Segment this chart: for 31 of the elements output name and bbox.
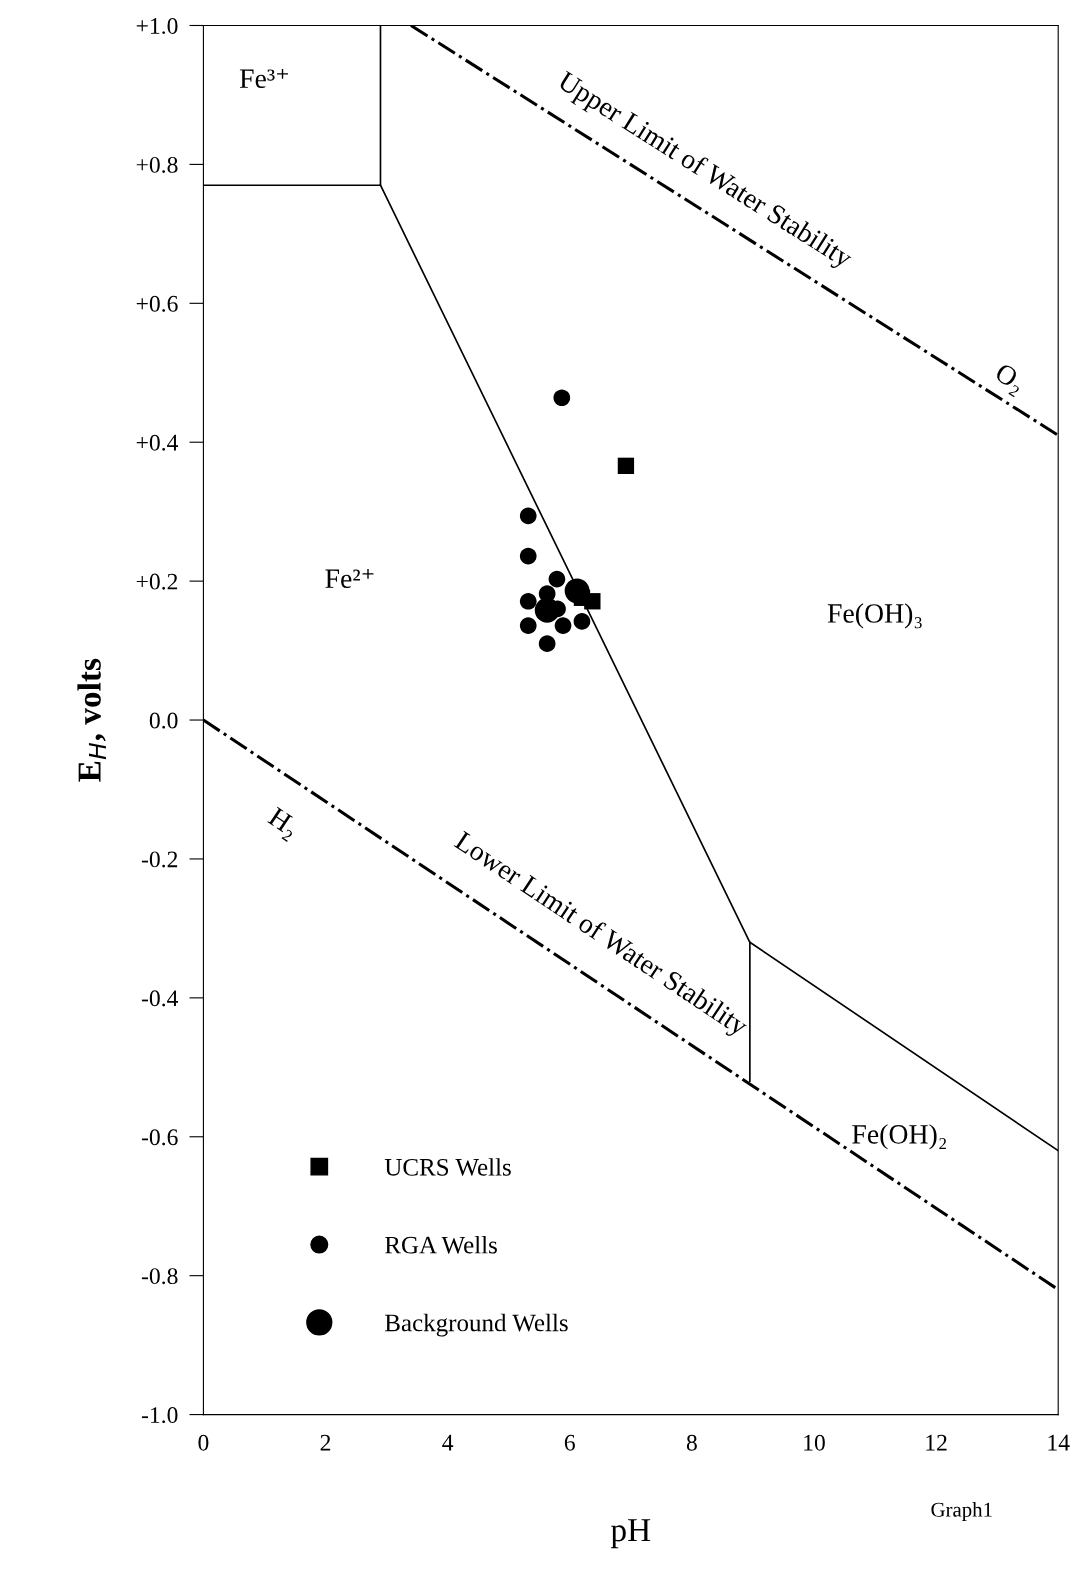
caption: Graph1 <box>931 1502 992 1521</box>
y-axis-title: E$_{H}$, volts <box>77 658 106 782</box>
y-tick-label: -0.2 <box>141 851 178 868</box>
y-tick-label: +1.0 <box>136 17 178 35</box>
legend-label: RGA Wells <box>385 1235 497 1254</box>
y-tick-label: 0.0 <box>149 712 178 729</box>
x-axis-title: pH <box>610 1519 651 1549</box>
annotation: O₂ <box>991 362 1027 398</box>
y-tick-label: +0.4 <box>136 434 179 451</box>
y-tick-label: +0.6 <box>136 295 178 312</box>
x-tick-label: 0 <box>198 1434 209 1451</box>
y-tick-label: +0.8 <box>136 156 178 173</box>
annotation: Fe³⁺ <box>239 68 288 88</box>
x-tick-label: 4 <box>442 1434 454 1451</box>
legend-label: UCRS Wells <box>384 1158 511 1176</box>
legend-label: Background Wells <box>385 1313 568 1337</box>
x-tick-label: 14 <box>1048 1434 1070 1451</box>
annotation: H₂ <box>264 806 301 842</box>
y-tick-label: -0.4 <box>141 990 179 1007</box>
y-tick-label: -0.8 <box>141 1268 178 1285</box>
annotation: Fe(OH)₂ <box>852 1124 946 1150</box>
x-tick-label: 2 <box>320 1434 331 1451</box>
y-tick-label: +0.2 <box>136 573 178 590</box>
x-tick-label: 12 <box>926 1434 947 1451</box>
annotation: Fe²⁺ <box>325 569 374 589</box>
y-tick-label: -0.6 <box>141 1129 178 1146</box>
x-tick-label: 6 <box>564 1434 575 1451</box>
x-tick-label: 10 <box>804 1434 825 1451</box>
y-tick-label: -1.0 <box>141 1407 178 1424</box>
x-tick-label: 8 <box>686 1434 697 1451</box>
annotation: Fe(OH)₃ <box>827 603 922 629</box>
